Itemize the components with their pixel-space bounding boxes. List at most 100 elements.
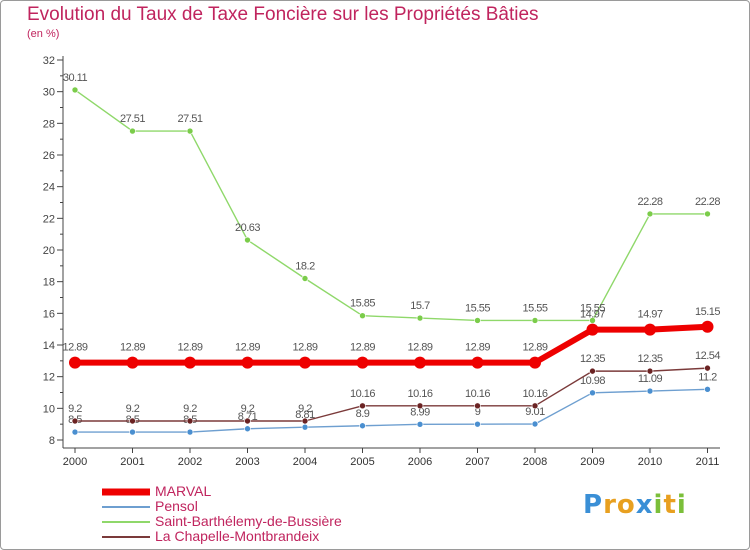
data-label: 15.7	[410, 300, 430, 312]
data-point	[359, 402, 366, 410]
legend-label-saint-barthelemy: Saint-Barthélemy-de-Bussière	[155, 513, 342, 529]
data-point	[589, 317, 596, 324]
legend-swatch-la-chapelle	[102, 536, 150, 538]
data-label: 12.89	[62, 342, 87, 354]
data-label: 8.81	[295, 409, 315, 421]
logo-letter: i	[676, 490, 687, 520]
legend-label-pensol: Pensol	[155, 498, 198, 514]
data-point	[71, 428, 79, 436]
data-point	[646, 210, 654, 218]
series-line-1	[75, 388, 708, 433]
data-label: 12.35	[580, 353, 605, 365]
data-point	[471, 356, 484, 369]
data-point	[416, 421, 424, 428]
data-point	[474, 420, 481, 428]
data-label: 15.55	[522, 302, 547, 314]
data-label: 8.71	[238, 411, 258, 423]
y-tick-label: 14	[43, 340, 55, 352]
data-label: 15.85	[350, 298, 375, 310]
data-label: 9.2	[298, 403, 312, 415]
legend-swatch-saint-barthelemy	[102, 521, 150, 523]
data-point	[184, 356, 196, 369]
data-point	[244, 417, 251, 425]
data-point	[701, 320, 714, 333]
data-point	[129, 417, 136, 425]
data-point	[301, 423, 309, 431]
x-tick-label: 2001	[120, 456, 144, 468]
data-point	[586, 323, 599, 336]
data-label: 9.2	[126, 403, 140, 415]
data-label: 12.89	[235, 342, 260, 354]
data-point	[356, 356, 369, 369]
logo-letter: o	[616, 490, 636, 520]
data-label: 9	[475, 406, 481, 418]
data-point	[129, 428, 136, 436]
y-tick-label: 28	[43, 118, 55, 130]
x-tick-label: 2003	[235, 456, 259, 468]
y-tick-label: 10	[43, 403, 55, 415]
data-label: 9.2	[241, 403, 255, 415]
data-point	[646, 367, 654, 375]
data-label: 12.89	[522, 342, 547, 354]
data-point	[474, 317, 481, 324]
data-label: 12.89	[177, 342, 202, 354]
y-tick-label: 20	[43, 245, 55, 257]
data-label: 12.89	[465, 342, 490, 354]
legend-label-la-chapelle: La Chapelle-Montbrandeix	[155, 528, 320, 544]
data-label: 9.2	[68, 403, 82, 415]
data-point	[244, 236, 251, 244]
y-tick-label: 18	[43, 277, 55, 289]
x-tick-label: 2000	[63, 456, 87, 468]
data-label: 11.2	[698, 371, 717, 383]
logo-letter: x	[635, 490, 654, 520]
series-line-3	[75, 323, 708, 366]
data-point	[644, 323, 656, 336]
x-tick-label: 2004	[293, 456, 317, 468]
data-point	[71, 417, 79, 425]
data-label: 12.35	[637, 353, 662, 365]
y-tick-label: 32	[43, 55, 55, 67]
data-label: 12.54	[695, 350, 720, 362]
data-point	[474, 402, 481, 410]
data-label: 12.89	[350, 342, 375, 354]
data-point	[704, 364, 711, 372]
data-point	[529, 356, 541, 369]
logo-letter: i	[653, 490, 664, 520]
y-tick-label: 26	[43, 150, 55, 162]
data-point	[416, 314, 424, 322]
data-point	[69, 356, 81, 369]
data-point	[589, 389, 596, 397]
proxiti-logo: Proxiti	[583, 490, 687, 520]
data-label: 27.51	[120, 113, 145, 125]
y-tick-label: 24	[43, 182, 55, 194]
data-point	[299, 356, 311, 369]
x-tick-label: 2006	[408, 456, 432, 468]
y-axis-unit-label: (en %)	[27, 28, 60, 40]
data-point	[646, 387, 654, 395]
x-tick-label: 2011	[696, 456, 720, 468]
data-label: 10.98	[580, 375, 605, 387]
y-tick-label: 8	[49, 435, 55, 447]
y-tick-label: 22	[43, 213, 55, 225]
data-point	[359, 312, 366, 320]
x-tick-label: 2010	[638, 456, 662, 468]
data-label: 12.89	[120, 342, 145, 354]
data-label: 30.11	[63, 72, 88, 84]
data-label: 15.15	[695, 306, 720, 318]
logo-letter: P	[583, 490, 604, 520]
data-label: 15.55	[580, 302, 605, 314]
x-tick-label: 2007	[465, 456, 489, 468]
x-tick-label: 2009	[580, 456, 604, 468]
data-label: 15.55	[465, 302, 490, 314]
data-label: 10.16	[350, 388, 375, 400]
data-label: 12.89	[407, 342, 432, 354]
x-tick-label: 2008	[523, 456, 547, 468]
data-label: 8.9	[356, 408, 370, 420]
data-point	[186, 417, 194, 425]
data-label: 27.51	[177, 113, 202, 125]
data-point	[129, 127, 136, 135]
data-label: 10.16	[522, 388, 547, 400]
data-point	[531, 402, 539, 410]
y-tick-label: 12	[43, 372, 55, 384]
data-point	[589, 367, 596, 375]
